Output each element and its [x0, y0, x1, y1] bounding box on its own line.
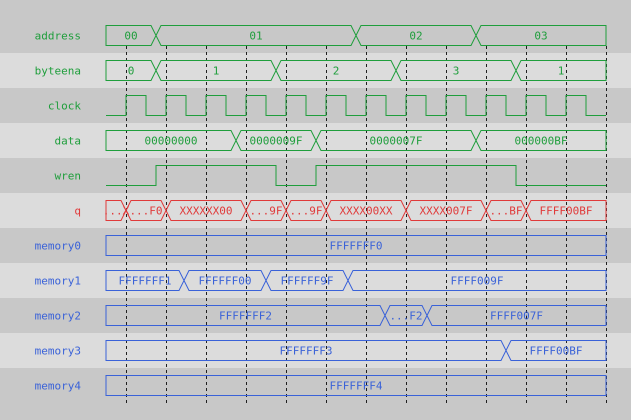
memory2-segment — [426, 305, 607, 326]
q-value: ...F0 — [129, 205, 162, 218]
address-value: 02 — [409, 30, 422, 43]
row-background — [0, 88, 631, 123]
memory1-value: FFFFFFF1 — [119, 275, 172, 288]
byteena-value: 2 — [333, 65, 340, 78]
q-value: XXXXXX00 — [180, 205, 233, 218]
byteena-value: 3 — [453, 65, 460, 78]
row-background — [0, 298, 631, 333]
data-value: 0000009F — [250, 135, 303, 148]
signal-name-memory0: memory0 — [35, 240, 81, 253]
address-value: 03 — [534, 30, 547, 43]
memory1-value: FFFFFF00 — [199, 275, 252, 288]
memory4-value: FFFFFFF4 — [330, 380, 383, 393]
signal-name-clock: clock — [48, 100, 81, 113]
row-background — [0, 228, 631, 263]
byteena-segment — [515, 60, 607, 81]
address-value: 01 — [249, 30, 262, 43]
data-segment — [475, 130, 607, 151]
signal-name-byteena: byteena — [35, 65, 81, 78]
memory1-segment — [347, 270, 607, 291]
signal-name-memory1: memory1 — [35, 275, 81, 288]
memory2-value: ...F2 — [389, 310, 422, 323]
memory2-value: FFFFFFF2 — [219, 310, 272, 323]
q-value: ...9F — [249, 205, 282, 218]
memory0-segment — [105, 235, 607, 256]
q-value: ...X — [103, 205, 130, 218]
byteena-value: 1 — [558, 65, 565, 78]
q-value: ...BF — [489, 205, 522, 218]
address-value: 00 — [124, 30, 137, 43]
data-value: 00000000 — [145, 135, 198, 148]
memory0-value: FFFFFFF0 — [330, 240, 383, 253]
row-background — [0, 368, 631, 403]
memory3-segment — [505, 340, 607, 361]
address-segment — [475, 25, 607, 46]
memory1-value: FFFF009F — [451, 275, 504, 288]
q-segment — [525, 200, 607, 221]
q-value: XXXX00XX — [340, 205, 393, 218]
byteena-value: 0 — [128, 65, 135, 78]
data-value: 000000BF — [515, 135, 568, 148]
memory3-value: FFFF00BF — [530, 345, 583, 358]
q-value: FFFF00BF — [540, 205, 593, 218]
q-value: XXXX007F — [420, 205, 473, 218]
row-background — [0, 53, 631, 88]
memory1-value: FFFFFF9F — [281, 275, 334, 288]
row-background — [0, 333, 631, 368]
signal-name-memory4: memory4 — [35, 380, 82, 393]
signal-name-q: q — [74, 205, 81, 218]
data-value: 0000007F — [370, 135, 423, 148]
q-value: ...9F — [289, 205, 322, 218]
wren-waveform — [106, 165, 606, 186]
signal-name-address: address — [35, 30, 81, 43]
clock-waveform — [106, 95, 606, 116]
byteena-value: 1 — [213, 65, 220, 78]
signal-name-memory3: memory3 — [35, 345, 81, 358]
row-background — [0, 18, 631, 53]
signal-name-wren: wren — [55, 170, 82, 183]
signal-name-data: data — [55, 135, 82, 148]
memory2-value: FFFF007F — [490, 310, 543, 323]
row-background — [0, 263, 631, 298]
signal-name-memory2: memory2 — [35, 310, 81, 323]
memory3-value: FFFFFFF3 — [280, 345, 333, 358]
memory4-segment — [105, 375, 607, 396]
